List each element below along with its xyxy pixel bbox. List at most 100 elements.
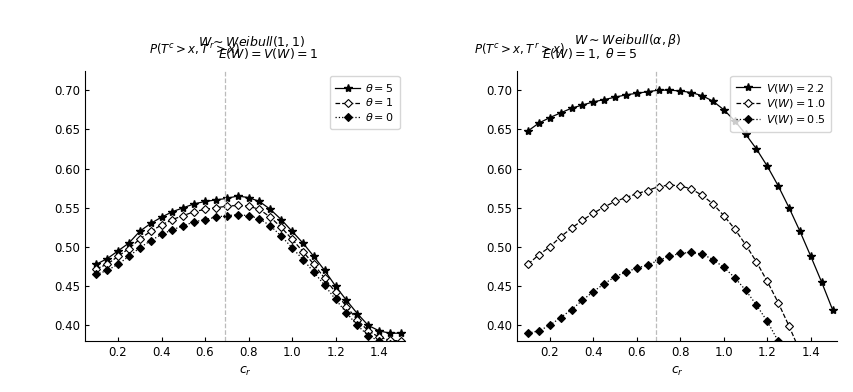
$\theta=5$: [113, 249, 123, 253]
$V(W)=2.2$: [718, 107, 728, 112]
$V(W)=1.0$: [554, 234, 565, 239]
$V(W)=2.2$: [598, 97, 608, 102]
$V(W)=0.5$: [609, 274, 619, 279]
$\theta=1$: [167, 217, 177, 222]
$V(W)=0.5$: [740, 288, 750, 292]
$V(W)=0.5$: [728, 275, 739, 280]
$\theta=0$: [189, 220, 199, 224]
$V(W)=2.2$: [827, 307, 837, 312]
$V(W)=2.2$: [620, 93, 630, 97]
$V(W)=0.5$: [598, 281, 608, 286]
Line: $V(W)=0.5$: $V(W)=0.5$: [525, 250, 834, 392]
$\theta=5$: [189, 201, 199, 206]
$\theta=0$: [135, 245, 145, 250]
$\theta=1$: [395, 339, 405, 343]
Legend: $\theta=5$, $\theta=1$, $\theta=0$: $\theta=5$, $\theta=1$, $\theta=0$: [329, 76, 399, 129]
$\theta=1$: [211, 205, 221, 210]
$V(W)=2.2$: [685, 90, 695, 95]
$V(W)=2.2$: [740, 132, 750, 136]
$V(W)=2.2$: [772, 183, 782, 188]
$\theta=5$: [265, 207, 276, 212]
$\theta=5$: [351, 311, 362, 316]
$\theta=0$: [341, 310, 351, 315]
$\theta=1$: [243, 204, 253, 209]
$V(W)=1.0$: [533, 252, 543, 257]
$\theta=5$: [254, 199, 264, 204]
$\theta=0$: [91, 272, 102, 277]
$\theta=1$: [374, 335, 384, 339]
$V(W)=1.0$: [728, 227, 739, 231]
$\theta=5$: [167, 209, 177, 214]
$\theta=0$: [211, 215, 221, 220]
$V(W)=2.2$: [609, 95, 619, 100]
$V(W)=0.5$: [772, 339, 782, 343]
$\theta=1$: [145, 229, 155, 234]
$V(W)=0.5$: [620, 270, 630, 274]
$V(W)=0.5$: [522, 331, 532, 336]
$V(W)=0.5$: [783, 360, 793, 365]
$\theta=0$: [145, 238, 155, 243]
$V(W)=0.5$: [718, 265, 728, 270]
$V(W)=2.2$: [815, 280, 826, 285]
$V(W)=2.2$: [804, 254, 815, 259]
$V(W)=2.2$: [641, 89, 652, 94]
$\theta=0$: [167, 227, 177, 232]
$V(W)=1.0$: [740, 242, 750, 247]
Text: $P(T^c{>}x,T^r{>}x)$: $P(T^c{>}x,T^r{>}x)$: [473, 41, 564, 57]
$\theta=0$: [385, 342, 395, 347]
$V(W)=1.0$: [577, 218, 587, 223]
$\theta=0$: [222, 213, 232, 218]
$\theta=0$: [351, 323, 362, 328]
$V(W)=0.5$: [566, 307, 576, 312]
$\theta=0$: [287, 245, 297, 250]
$V(W)=0.5$: [588, 289, 598, 294]
$V(W)=0.5$: [577, 298, 587, 303]
$V(W)=2.2$: [664, 88, 674, 93]
$\theta=1$: [385, 338, 395, 343]
$\theta=1$: [91, 267, 102, 271]
$V(W)=0.5$: [533, 328, 543, 333]
Text: $E(W){=}V(W){=}1$: $E(W){=}V(W){=}1$: [218, 46, 317, 61]
$V(W)=1.0$: [598, 205, 608, 209]
$V(W)=2.2$: [728, 118, 739, 123]
$\theta=1$: [222, 204, 232, 209]
$V(W)=2.2$: [707, 99, 717, 103]
$V(W)=1.0$: [544, 245, 554, 249]
$\theta=0$: [232, 212, 242, 217]
$\theta=5$: [91, 262, 102, 267]
$V(W)=1.0$: [718, 213, 728, 218]
$V(W)=2.2$: [522, 129, 532, 133]
$V(W)=2.2$: [794, 229, 804, 234]
$\theta=5$: [200, 199, 210, 204]
$V(W)=2.2$: [588, 100, 598, 104]
$V(W)=0.5$: [761, 319, 771, 324]
Line: $V(W)=2.2$: $V(W)=2.2$: [523, 86, 836, 314]
$\theta=0$: [156, 232, 166, 237]
$V(W)=1.0$: [664, 183, 674, 187]
$V(W)=1.0$: [653, 184, 663, 189]
$\theta=5$: [385, 331, 395, 336]
$\theta=0$: [319, 283, 329, 288]
$V(W)=0.5$: [685, 250, 695, 255]
$V(W)=0.5$: [664, 254, 674, 259]
Text: $E(W){=}1,\ \theta{=}5$: $E(W){=}1,\ \theta{=}5$: [542, 46, 637, 61]
$V(W)=1.0$: [772, 300, 782, 305]
$\theta=0$: [254, 216, 264, 221]
$\theta=0$: [200, 217, 210, 222]
$V(W)=2.2$: [783, 205, 793, 210]
$\theta=1$: [102, 262, 112, 267]
$\theta=5$: [243, 195, 253, 200]
$\theta=5$: [232, 194, 242, 198]
$\theta=0$: [178, 223, 189, 228]
$\theta=1$: [232, 203, 242, 208]
$V(W)=2.2$: [544, 115, 554, 120]
$\theta=5$: [222, 196, 232, 201]
$\theta=1$: [276, 225, 286, 230]
$\theta=5$: [287, 229, 297, 234]
$V(W)=0.5$: [653, 258, 663, 263]
$V(W)=0.5$: [631, 266, 641, 270]
$V(W)=0.5$: [751, 303, 761, 307]
$\theta=5$: [135, 229, 145, 234]
$\theta=1$: [200, 207, 210, 212]
$\theta=1$: [351, 318, 362, 322]
